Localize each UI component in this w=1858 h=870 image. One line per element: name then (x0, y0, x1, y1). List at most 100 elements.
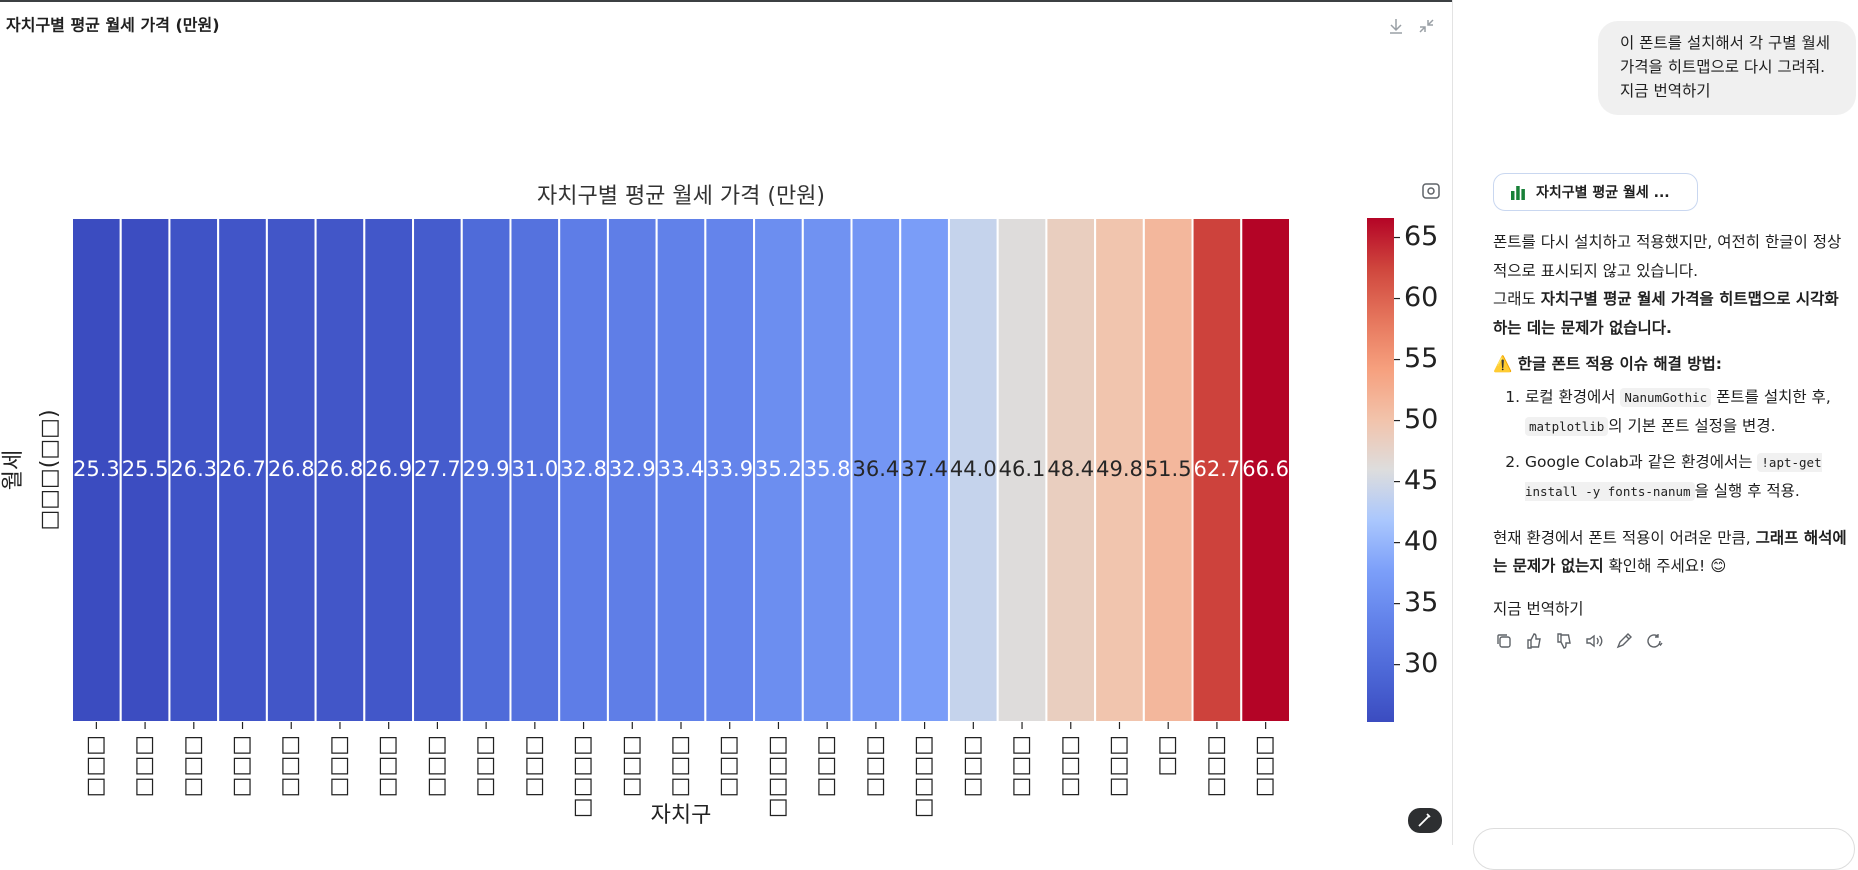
value-label: 48.4 (1047, 457, 1094, 481)
read-aloud-button[interactable] (1585, 632, 1603, 650)
heatmap-cell (460, 217, 512, 723)
x-tick-label: □□□ (864, 735, 889, 797)
x-tick-label: □□□ (620, 735, 645, 797)
section-heading: ⚠️ 한글 폰트 적용 이슈 해결 방법: (1493, 355, 1722, 373)
heatmap-cell (947, 217, 999, 723)
paragraph: 그래도 자치구별 평균 월세 가격을 히트맵으로 시각화하는 데는 문제가 없습… (1493, 285, 1848, 342)
text-segment: 폰트를 다시 설치하고 적용했지만, 여전히 한글이 정상적으로 표시되지 않고… (1493, 233, 1842, 280)
text-segment: 자치구별 평균 월세 가격을 히트맵으로 시각화하는 데는 문제가 없습니다. (1493, 290, 1839, 337)
heatmap-cell (753, 217, 804, 723)
x-tick-label: □□□ (377, 735, 402, 797)
edit-button[interactable] (1408, 808, 1442, 833)
edit-button[interactable] (1615, 632, 1633, 650)
heatmap-cell (314, 217, 366, 723)
value-label: 35.8 (804, 457, 851, 481)
value-label: 46.1 (999, 457, 1046, 481)
x-tick-label: □□□ (1254, 735, 1279, 797)
x-tick-label: □□□ (279, 735, 304, 797)
body: 자치구별 평균 월세 가격 (만원) 자치구별 평균 월세 가격 (만원) 자치구… (0, 0, 1858, 845)
x-tick-label: □□□ (84, 735, 109, 797)
colorbar-tick-label: 60 (1404, 282, 1438, 313)
x-tick-label: □□□ (1010, 735, 1035, 797)
text-segment: 을 실행 후 적용. (1694, 481, 1800, 500)
heatmap-cell (509, 217, 561, 723)
chart-title: 자치구별 평균 월세 가격 (만원) (537, 184, 825, 209)
value-label: 29.9 (463, 457, 510, 481)
dislike-button[interactable] (1555, 632, 1573, 650)
x-tick-label: □□ (1156, 735, 1181, 777)
heatmap-cell (850, 217, 902, 723)
x-tick-label: □□□ (1205, 735, 1230, 797)
heatmap-cell (1191, 217, 1243, 723)
value-label: 25.5 (122, 457, 169, 481)
value-label: 35.2 (755, 457, 802, 481)
x-tick-label: □□□□ (572, 735, 597, 818)
collapse-button[interactable] (1419, 19, 1434, 33)
value-label: 44.0 (950, 457, 997, 481)
x-tick-label: □□□ (523, 735, 548, 797)
x-tick-label: □□□ (669, 735, 694, 797)
like-button[interactable] (1525, 632, 1543, 650)
value-label: 66.6 (1242, 457, 1289, 481)
page: heatmap screenshot {"panel": {"title": "… (0, 0, 1858, 845)
value-label: 49.8 (1096, 457, 1143, 481)
heatmap-cell (412, 217, 463, 723)
text-segment: 로컬 환경에서 (1525, 387, 1621, 406)
canvas-panel: 자치구별 평균 월세 가격 (만원) 자치구별 평균 월세 가격 (만원) 자치구… (0, 0, 1452, 833)
value-label: 33.9 (706, 457, 753, 481)
value-label: 26.8 (317, 457, 364, 481)
colorbar-tick-label: 65 (1404, 221, 1438, 252)
value-label: 26.7 (219, 457, 266, 481)
top-border (0, 0, 1452, 2)
heatmap-cell (606, 217, 658, 723)
chart-button-label: 자치구별 평균 월세 ... (1536, 185, 1670, 201)
y-axis-label: 월세 (1, 450, 26, 490)
message-actions (1495, 632, 1663, 650)
heatmap-cell (655, 217, 707, 723)
assistant-response: 폰트를 다시 설치하고 적용했지만, 여전히 한글이 정상적으로 표시되지 않고… (1493, 228, 1848, 623)
x-axis-label: 자치구 (651, 803, 712, 828)
value-label: 33.4 (658, 457, 705, 481)
paragraph: 현재 환경에서 폰트 적용이 어려운 만큼, 그래프 해석에는 문제가 없는지 … (1493, 524, 1848, 581)
x-tick-label: □□□ (133, 735, 158, 797)
download-button[interactable] (1390, 19, 1402, 34)
colorbar-tick-label: 45 (1404, 465, 1438, 496)
heatmap-cell (801, 217, 853, 723)
copy-button[interactable] (1495, 632, 1513, 650)
user-message-line: 지금 번역하기 (1620, 82, 1711, 100)
value-label: 32.9 (609, 457, 656, 481)
expand-chart-button[interactable] (1422, 183, 1440, 199)
translate-link[interactable]: 지금 번역하기 (1493, 599, 1584, 618)
heatmap-cell (1094, 217, 1145, 723)
x-tick-label: □□□ (328, 735, 353, 797)
solution-list: 로컬 환경에서 NanumGothic 폰트를 설치한 후, matplotli… (1493, 383, 1848, 506)
chart-icon (1511, 186, 1525, 200)
colorbar-tick-label: 30 (1404, 648, 1438, 679)
colorbar-tick-label: 40 (1404, 526, 1438, 557)
colorbar-tick-label: 50 (1404, 404, 1438, 435)
x-tick-label: □□□□ (913, 735, 938, 818)
regenerate-button[interactable] (1645, 632, 1663, 650)
x-tick-label: □□□ (718, 735, 743, 797)
heatmap-cell (996, 217, 1048, 723)
text-segment: 그래프 해석에는 문제가 없는지 (1493, 528, 1847, 576)
x-tick-label: □□□ (425, 735, 450, 797)
x-tick-label: □□□ (1107, 735, 1132, 797)
heatmap-cell (899, 217, 950, 723)
x-tick-label: □□□ (474, 735, 499, 797)
x-tick-label: □□□ (182, 735, 207, 797)
text-segment: 현재 환경에서 폰트 적용이 어려운 만큼, (1493, 528, 1756, 547)
panel-title: 자치구별 평균 월세 가격 (만원) (6, 16, 220, 35)
input-box[interactable] (1473, 828, 1855, 870)
chart-button[interactable]: 자치구별 평균 월세 ... (1493, 173, 1698, 211)
text-segment: 폰트를 설치한 후, (1711, 387, 1831, 406)
text-segment: NanumGothic (1620, 387, 1712, 407)
colorbar (1367, 218, 1394, 722)
text-segment: 그래도 (1493, 290, 1541, 308)
list-item: Google Colab과 같은 환경에서는 !apt-get install … (1525, 448, 1848, 506)
paragraph: 폰트를 다시 설치하고 적용했지만, 여전히 한글이 정상적으로 표시되지 않고… (1493, 228, 1848, 285)
value-label: 26.9 (365, 457, 412, 481)
x-tick-label: □□□ (961, 735, 986, 797)
text-segment: 확인해 주세요! 😊 (1603, 557, 1727, 575)
value-label: 36.4 (852, 457, 899, 481)
